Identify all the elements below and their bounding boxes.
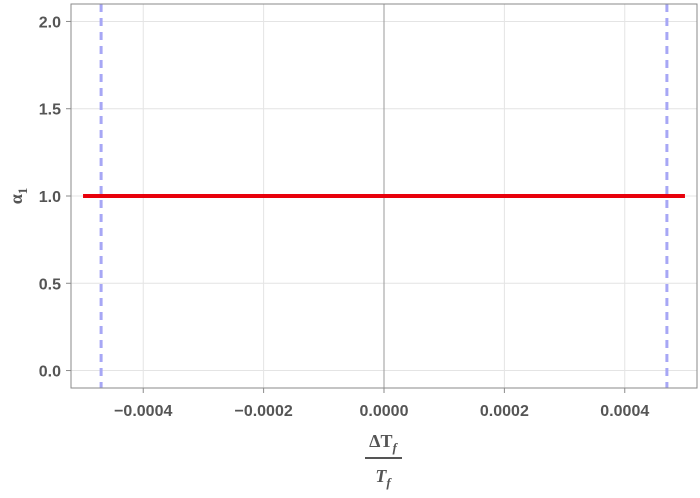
x-label-numerator: ΔTf [369,431,398,455]
x-tick-label-3: 0.0002 [480,403,529,420]
x-axis-ticks: −0.0004 −0.0002 0.0000 0.0002 0.0004 [114,388,649,420]
x-tick-label-4: 0.0004 [600,403,649,420]
y-tick-label-3: 1.5 [39,102,61,119]
y-tick-label-4: 2.0 [39,14,61,31]
y-tick-label-0: 0.0 [39,364,61,381]
x-axis-label: ΔTf Tf [365,431,402,490]
x-tick-label-2: 0.0000 [360,403,409,420]
x-label-denominator: Tf [375,466,392,490]
y-tick-label-2: 1.0 [39,189,61,206]
y-axis-label: α1 [6,188,30,205]
x-tick-label-0: −0.0004 [114,403,172,420]
threshold-lines [99,4,669,388]
x-tick-label-1: −0.0002 [234,403,292,420]
y-axis-ticks: 0.0 0.5 1.0 1.5 2.0 [39,14,71,381]
y-tick-label-1: 0.5 [39,276,61,293]
